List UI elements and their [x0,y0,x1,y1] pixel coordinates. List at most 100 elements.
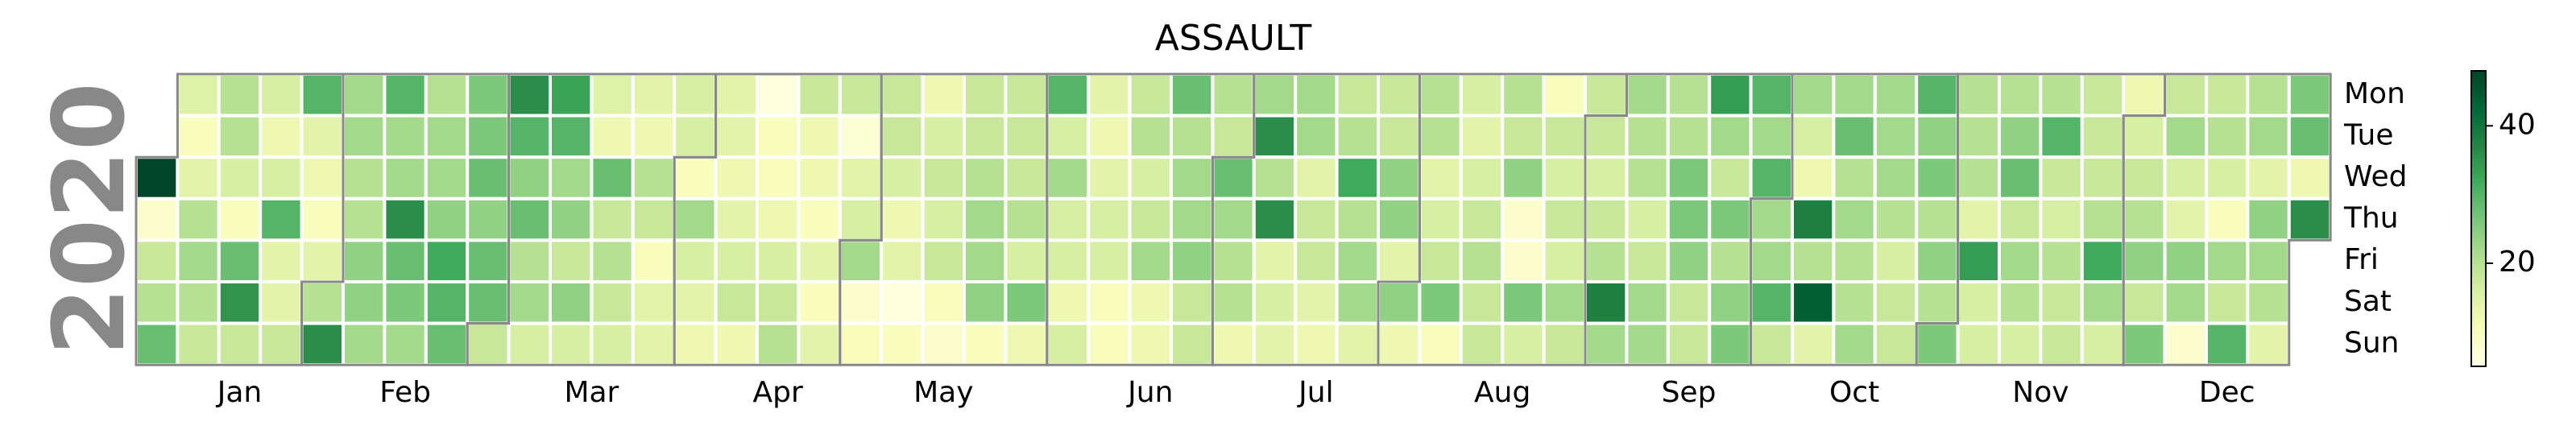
day-cell [1998,196,2043,242]
day-cell [549,238,594,283]
day-cell [466,196,511,242]
day-cell [2080,280,2126,325]
month-label: Feb [379,376,431,409]
day-cell [880,280,925,325]
day-cell [342,280,387,325]
day-cell [383,155,428,200]
day-cell [424,238,470,283]
day-cell [383,280,428,325]
year-label: 2020 [32,82,147,356]
day-cell [466,155,511,200]
day-cell [921,155,966,200]
day-cell [135,155,180,200]
day-cell [1211,321,1256,367]
day-cell [756,114,801,159]
day-cell [1335,114,1380,159]
day-cell [383,196,428,242]
day-cell [2287,114,2333,159]
day-cell [1252,321,1298,367]
day-cell [2039,238,2084,283]
day-cell [1459,238,1505,283]
day-cell [1625,238,1670,283]
day-cell [1045,321,1091,367]
day-cell [1087,72,1132,118]
day-cell [1294,72,1339,118]
day-cell [631,196,677,242]
day-cell [756,196,801,242]
day-cell [921,72,966,118]
day-cell [921,321,966,367]
day-cell [1956,114,2002,159]
day-cell [1542,321,1587,367]
day-cell [1252,196,1298,242]
day-cell [1335,72,1380,118]
day-cell [797,238,842,283]
day-cell [1749,155,1795,200]
day-cell [507,196,552,242]
day-cell [963,72,1008,118]
day-cell [1832,280,1877,325]
day-cell [1418,114,1463,159]
day-cell [1791,280,1836,325]
day-cell [1252,72,1298,118]
day-cell [590,155,635,200]
day-cell [1791,155,1836,200]
day-cell [2246,114,2291,159]
day-cell [2122,321,2167,367]
month-label: Sep [1662,376,1717,409]
day-cell [1418,238,1463,283]
day-cell [1542,155,1587,200]
day-cell [1459,114,1505,159]
day-cell [963,155,1008,200]
day-cell [1004,72,1049,118]
day-cell [673,321,718,367]
day-cell [1791,72,1836,118]
day-cell [1791,114,1836,159]
day-cell [880,72,925,118]
day-cell [300,238,346,283]
day-cell [300,321,346,367]
day-cell [259,238,304,283]
day-cell [1666,196,1712,242]
day-cell [838,321,884,367]
day-cell [1666,238,1712,283]
day-cell [2080,196,2126,242]
day-cell [549,321,594,367]
day-cell [1211,238,1256,283]
day-cell [1625,196,1670,242]
day-cell [1377,280,1422,325]
day-cell [2287,72,2333,118]
day-cell [1377,196,1422,242]
day-cell [2287,196,2333,242]
day-cell [2039,280,2084,325]
day-cell [1542,114,1587,159]
day-cell [2122,72,2167,118]
day-cell [1335,280,1380,325]
day-cell [424,280,470,325]
day-cell [466,114,511,159]
day-cell [1708,280,1753,325]
day-cell [1873,114,1919,159]
day-cell [2205,196,2250,242]
day-cell [2246,196,2291,242]
day-cell [507,280,552,325]
day-cell [631,155,677,200]
day-cell [963,238,1008,283]
day-cell [1335,155,1380,200]
day-cell [300,114,346,159]
day-cell [1666,155,1712,200]
day-cell [176,155,221,200]
day-cell [466,280,511,325]
day-cell [507,72,552,118]
day-cell [1749,321,1795,367]
day-cell [1128,72,1173,118]
day-cell [342,72,387,118]
day-cell [1211,196,1256,242]
day-cell [1045,238,1091,283]
day-cell [549,114,594,159]
day-cell [2080,114,2126,159]
day-cell [921,114,966,159]
day-cell [1832,114,1877,159]
day-cell [2163,155,2209,200]
day-cell [2205,280,2250,325]
